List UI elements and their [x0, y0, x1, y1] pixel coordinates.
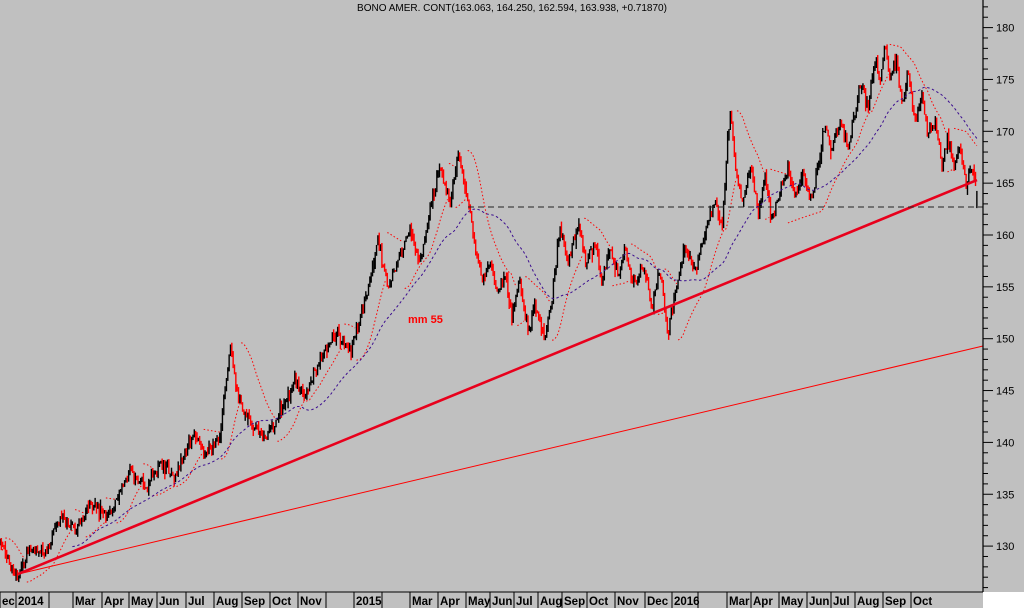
svg-text:May: May	[131, 596, 154, 608]
svg-text:Oct: Oct	[589, 596, 608, 608]
svg-text:May: May	[468, 596, 491, 608]
svg-text:Sep: Sep	[885, 596, 906, 608]
svg-text:150: 150	[996, 334, 1014, 346]
svg-text:Oct: Oct	[913, 596, 932, 608]
svg-text:160: 160	[996, 230, 1014, 242]
svg-text:145: 145	[996, 386, 1014, 398]
svg-text:2016: 2016	[674, 596, 700, 608]
svg-text:Apr: Apr	[753, 596, 773, 608]
svg-text:2015: 2015	[356, 596, 382, 608]
svg-text:Dec: Dec	[647, 596, 669, 608]
svg-text:Aug: Aug	[857, 596, 879, 608]
svg-text:Oct: Oct	[272, 596, 291, 608]
svg-text:Jun: Jun	[809, 596, 829, 608]
svg-text:ec: ec	[2, 596, 15, 608]
svg-text:mm 55: mm 55	[408, 314, 443, 326]
svg-text:130: 130	[996, 541, 1014, 553]
svg-text:Nov: Nov	[300, 596, 322, 608]
svg-text:170: 170	[996, 126, 1014, 138]
svg-text:Sep: Sep	[244, 596, 265, 608]
svg-text:Apr: Apr	[104, 596, 124, 608]
svg-text:Jul: Jul	[516, 596, 533, 608]
svg-text:165: 165	[996, 178, 1014, 190]
svg-text:Aug: Aug	[216, 596, 238, 608]
svg-text:140: 140	[996, 437, 1014, 449]
svg-text:155: 155	[996, 282, 1014, 294]
svg-text:Sep: Sep	[564, 596, 585, 608]
svg-text:Nov: Nov	[617, 596, 639, 608]
svg-text:Mar: Mar	[75, 596, 96, 608]
svg-text:Jun: Jun	[159, 596, 179, 608]
svg-text:Jul: Jul	[833, 596, 850, 608]
svg-text:Jun: Jun	[492, 596, 512, 608]
svg-text:Mar: Mar	[412, 596, 433, 608]
svg-text:175: 175	[996, 74, 1014, 86]
svg-text:Jul: Jul	[188, 596, 205, 608]
svg-text:2014: 2014	[18, 596, 44, 608]
svg-text:135: 135	[996, 489, 1014, 501]
svg-text:Apr: Apr	[440, 596, 460, 608]
svg-text:Aug: Aug	[540, 596, 562, 608]
svg-text:Mar: Mar	[729, 596, 750, 608]
svg-text:180: 180	[996, 23, 1014, 35]
svg-text:May: May	[781, 596, 804, 608]
